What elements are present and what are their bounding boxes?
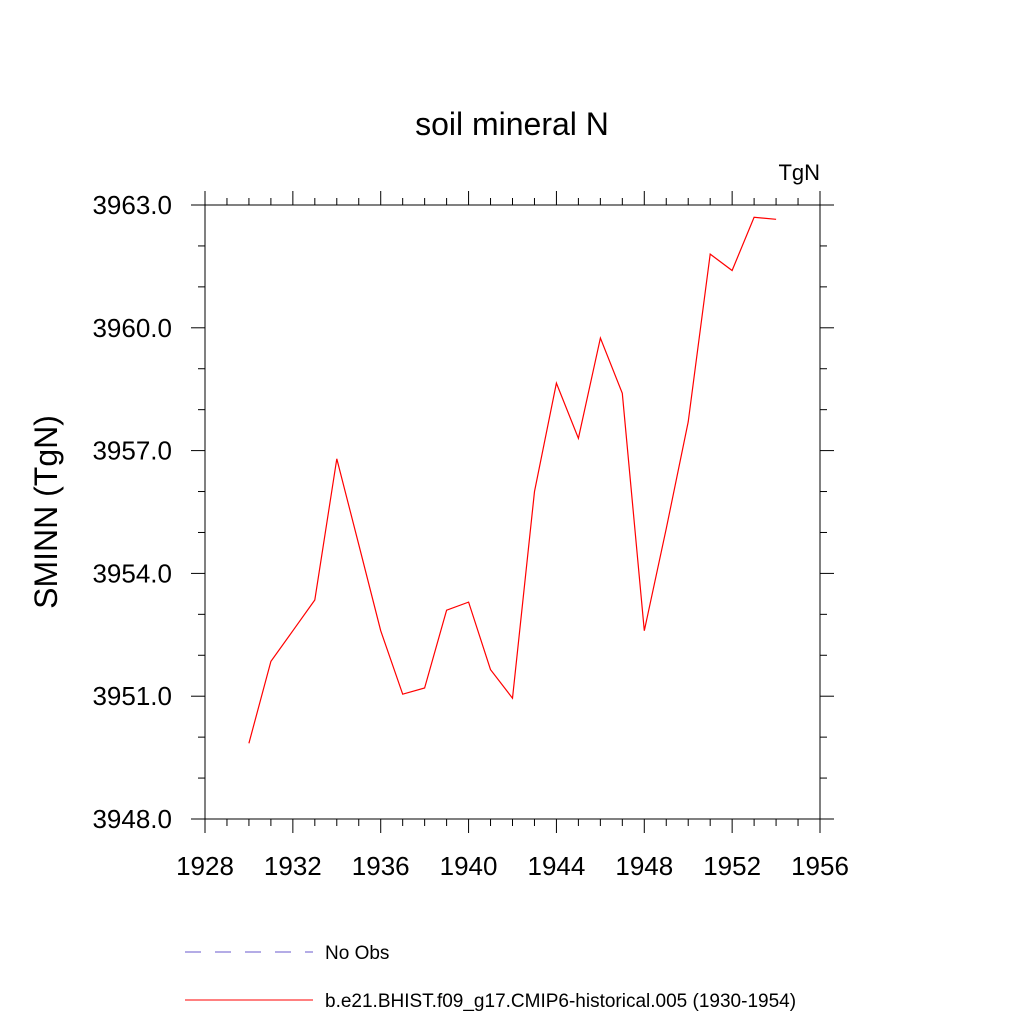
- axis-ticks: [191, 191, 834, 833]
- y-tick-label: 3954.0: [92, 558, 172, 588]
- y-axis-label: SMINN (TgN): [28, 415, 64, 609]
- x-tick-label: 1952: [703, 851, 761, 881]
- y-tick-label: 3957.0: [92, 436, 172, 466]
- y-tick-label: 3948.0: [92, 804, 172, 834]
- x-tick-label: 1956: [791, 851, 849, 881]
- series-line: [248, 216, 777, 744]
- axis-tick-labels: 1928 1932 1936 1940 1944 1948 1952 1956 3948.0 39…: [92, 190, 848, 881]
- legend-label: b.e21.BHIST.f09_g17.CMIP6-historical.005…: [325, 991, 796, 1012]
- legend-label: No Obs: [325, 943, 389, 964]
- y-tick-label: 3951.0: [92, 681, 172, 711]
- x-tick-label: 1944: [528, 851, 586, 881]
- y-tick-label: 3960.0: [92, 313, 172, 343]
- x-tick-label: 1948: [615, 851, 673, 881]
- x-tick-label: 1940: [440, 851, 498, 881]
- chart-title: soil mineral N: [415, 106, 609, 142]
- plot-frame: [204, 204, 821, 820]
- units-label: TgN: [778, 160, 820, 185]
- x-tick-label: 1928: [176, 851, 234, 881]
- x-tick-label: 1936: [352, 851, 410, 881]
- y-tick-label: 3963.0: [92, 190, 172, 220]
- legend: No Obs b.e21.BHIST.f09_g17.CMIP6-historic…: [185, 943, 796, 1012]
- x-tick-label: 1932: [264, 851, 322, 881]
- series-layer: [248, 216, 777, 744]
